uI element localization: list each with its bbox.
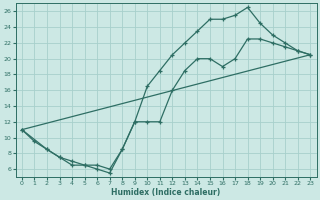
- X-axis label: Humidex (Indice chaleur): Humidex (Indice chaleur): [111, 188, 221, 197]
